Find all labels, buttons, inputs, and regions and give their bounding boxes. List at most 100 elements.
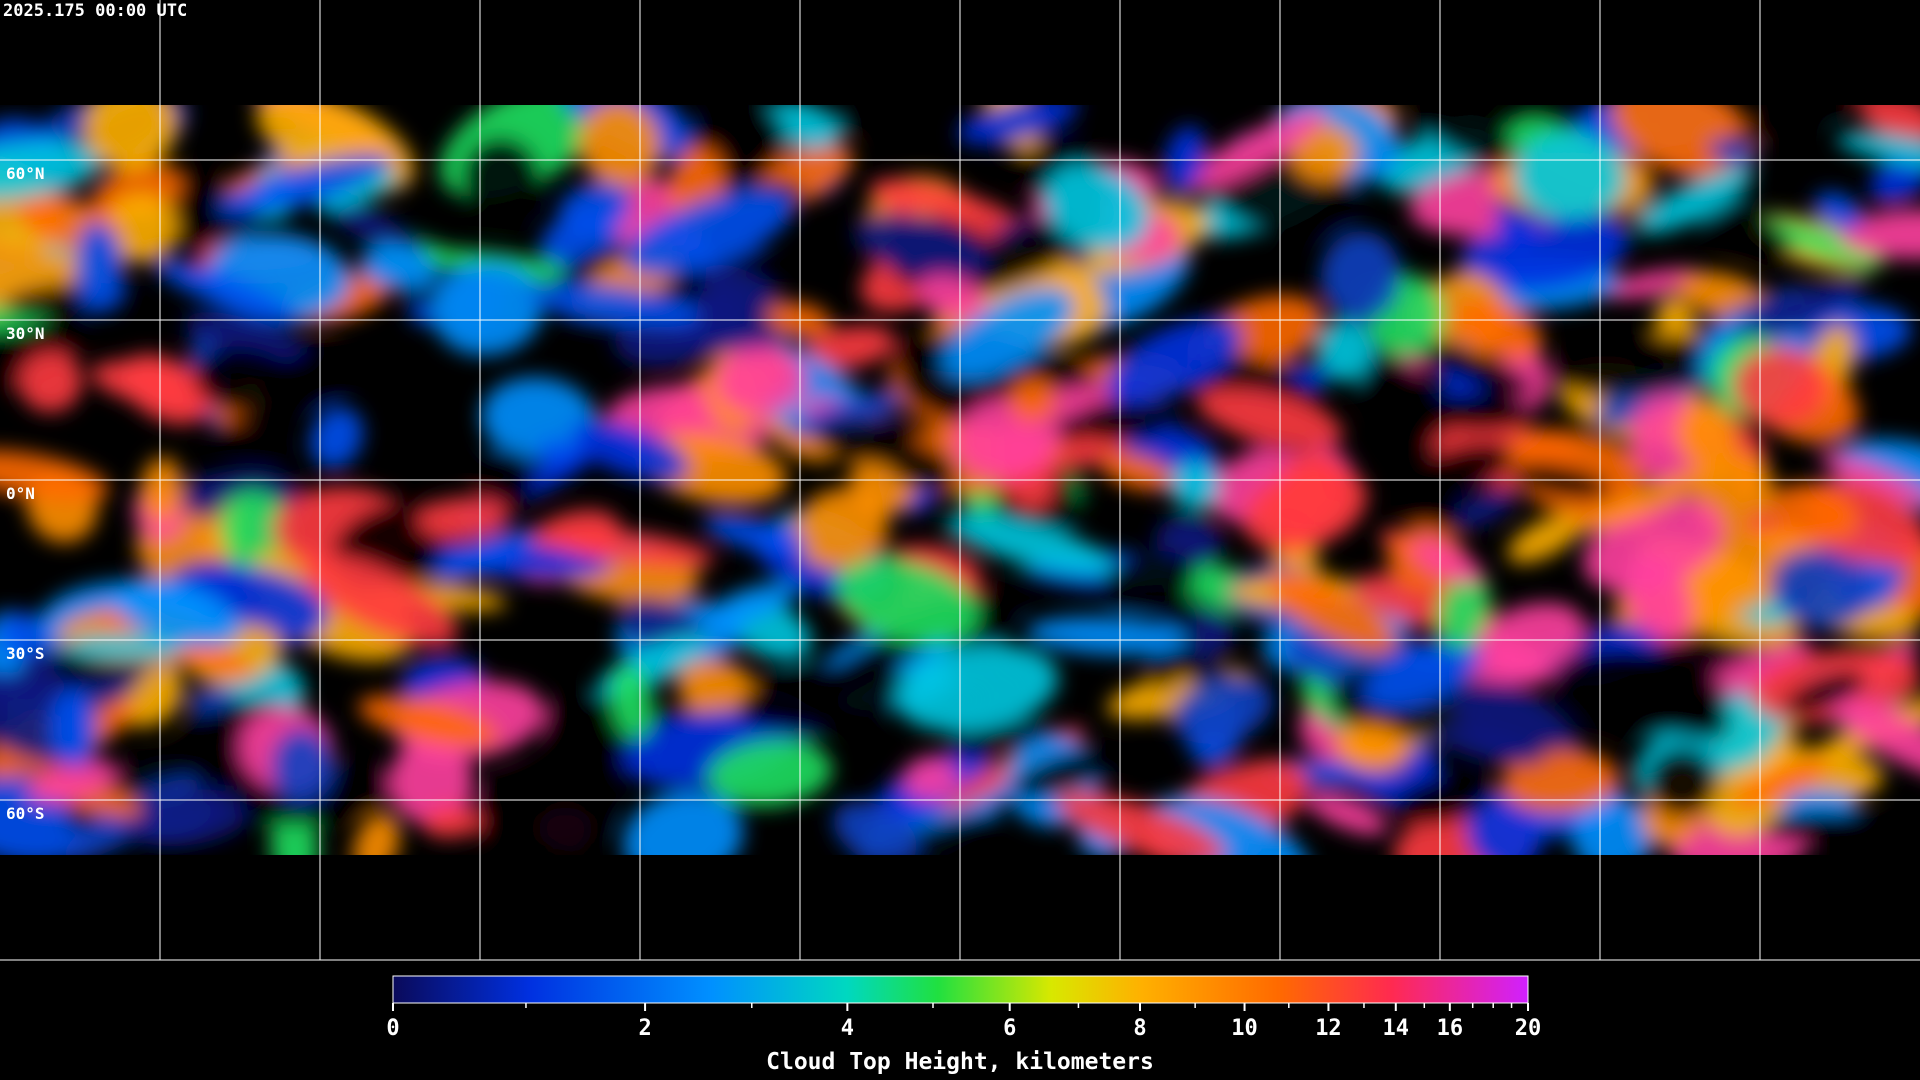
latitude-label: 30°N bbox=[6, 324, 45, 343]
colorbar-tick-label: 0 bbox=[386, 1016, 399, 1041]
cloud bbox=[1814, 191, 1863, 231]
cloud bbox=[916, 274, 986, 319]
cloud bbox=[1728, 105, 1876, 145]
cloud bbox=[1769, 483, 1860, 543]
cloud bbox=[258, 355, 352, 405]
cloud bbox=[1870, 154, 1920, 203]
cloud bbox=[1179, 109, 1326, 193]
cloud bbox=[833, 801, 918, 855]
cloud bbox=[1170, 459, 1220, 511]
cloud bbox=[316, 171, 398, 212]
cloud-imagery bbox=[0, 105, 1920, 855]
cloud bbox=[854, 212, 988, 282]
latitude-label: 60°N bbox=[6, 164, 45, 183]
cloud bbox=[1635, 168, 1753, 235]
cloud bbox=[388, 740, 474, 825]
cloud bbox=[1838, 209, 1920, 260]
cloud bbox=[1448, 488, 1517, 530]
cloud bbox=[1783, 671, 1866, 715]
cloud bbox=[1858, 105, 1920, 141]
cloud bbox=[1316, 320, 1374, 382]
colorbar-tick-label: 12 bbox=[1315, 1016, 1342, 1041]
cloud bbox=[1603, 268, 1703, 299]
cloud bbox=[737, 662, 911, 732]
cloud bbox=[1414, 442, 1514, 492]
cloud bbox=[1100, 452, 1174, 491]
cloud bbox=[1073, 399, 1176, 442]
cloud bbox=[1572, 796, 1654, 855]
latitude-label: 30°S bbox=[6, 644, 45, 663]
cloud bbox=[1011, 749, 1118, 798]
colorbar-tick-label: 14 bbox=[1383, 1016, 1410, 1041]
cloud bbox=[1043, 163, 1150, 251]
cloud bbox=[703, 581, 799, 628]
cloud bbox=[1747, 214, 1883, 269]
cloud bbox=[352, 812, 400, 855]
cloud bbox=[270, 727, 333, 804]
cloud bbox=[1510, 462, 1610, 500]
colorbar-tick-label: 16 bbox=[1437, 1016, 1464, 1041]
cloud bbox=[154, 259, 300, 325]
cloud bbox=[0, 450, 110, 503]
cloud bbox=[19, 351, 83, 413]
cloud bbox=[478, 770, 613, 851]
cloud bbox=[300, 553, 458, 647]
cloud bbox=[120, 354, 209, 425]
cloud bbox=[1105, 316, 1243, 404]
colorbar-axis: 0 2 4 6 8 10 12 14 16 20 bbox=[386, 1003, 1541, 1041]
cloud bbox=[1363, 639, 1482, 709]
cloud bbox=[422, 805, 482, 838]
cloud bbox=[0, 611, 48, 656]
cloud bbox=[1320, 230, 1401, 322]
cloud bbox=[903, 756, 958, 800]
cloud bbox=[1056, 792, 1225, 855]
cloud bbox=[461, 136, 542, 220]
cloud bbox=[834, 558, 979, 645]
cloud bbox=[103, 193, 178, 263]
cloud bbox=[1512, 132, 1626, 221]
cloud bbox=[787, 388, 915, 437]
cloud bbox=[1009, 377, 1056, 422]
cloud bbox=[432, 529, 537, 582]
cloud bbox=[74, 221, 123, 314]
cloud bbox=[869, 179, 1032, 243]
cloud bbox=[1026, 616, 1189, 655]
colorbar-tick-label: 10 bbox=[1231, 1016, 1258, 1041]
cloud bbox=[1769, 548, 1872, 629]
cloud bbox=[1288, 123, 1359, 183]
cloud bbox=[27, 759, 117, 803]
cloud bbox=[1436, 572, 1491, 650]
cloud bbox=[1818, 451, 1920, 506]
cloud bbox=[110, 577, 242, 647]
cloud bbox=[1100, 551, 1196, 613]
cloud bbox=[715, 345, 807, 415]
cloud bbox=[1147, 796, 1310, 855]
cloud bbox=[213, 422, 285, 462]
cloud bbox=[1731, 758, 1829, 810]
cloud bbox=[1334, 723, 1409, 773]
cloud bbox=[309, 406, 364, 469]
cloud bbox=[1436, 727, 1545, 765]
cloud bbox=[431, 261, 544, 356]
cloud bbox=[1171, 674, 1273, 744]
cloud bbox=[1417, 392, 1534, 430]
cloud bbox=[1556, 647, 1728, 735]
latitude-labels: 60°N 30°N 0°N 30°S 60°S bbox=[6, 164, 45, 823]
cloud bbox=[1507, 513, 1583, 564]
cloud bbox=[1465, 792, 1542, 855]
cloud bbox=[481, 377, 597, 462]
latitude-label: 60°S bbox=[6, 804, 45, 823]
cloud bbox=[803, 325, 896, 370]
cloud bbox=[417, 496, 509, 540]
cloud bbox=[1163, 125, 1207, 193]
cloud bbox=[1762, 811, 1884, 844]
cloud bbox=[218, 154, 392, 216]
cloud bbox=[49, 690, 98, 769]
cloud bbox=[1404, 482, 1462, 537]
cloud bbox=[1267, 572, 1397, 653]
cloud bbox=[1836, 132, 1920, 170]
cloud bbox=[1456, 298, 1543, 361]
cloud bbox=[358, 695, 499, 748]
colorbar-tick-label: 8 bbox=[1133, 1016, 1146, 1041]
